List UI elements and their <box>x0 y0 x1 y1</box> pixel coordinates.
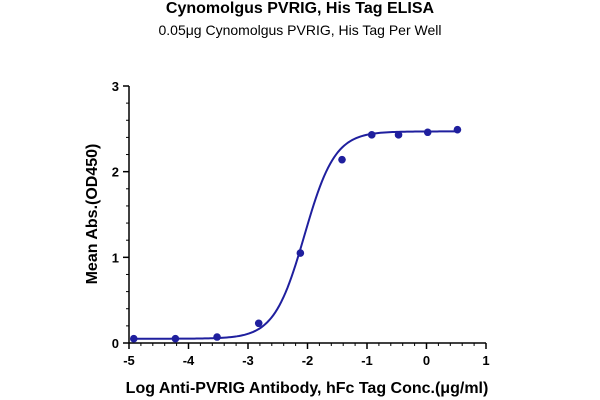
x-axis-title: Log Anti-PVRIG Antibody, hFc Tag Conc.(μ… <box>126 380 489 397</box>
x-tick-label: -1 <box>361 353 373 368</box>
y-tick-label: 2 <box>112 165 119 180</box>
x-tick-label: -3 <box>242 353 254 368</box>
data-point <box>453 125 462 134</box>
x-tick-label: -4 <box>183 353 195 368</box>
data-point <box>394 131 403 139</box>
chart-subtitle: 0.05μg Cynomolgus PVRIG, His Tag Per Wel… <box>158 22 442 38</box>
y-tick-label: 0 <box>112 336 119 351</box>
data-point <box>213 333 221 341</box>
data-point <box>367 131 376 139</box>
x-tick-label: 1 <box>482 353 489 368</box>
data-point <box>254 319 263 328</box>
data-point <box>129 334 138 343</box>
y-axis-title: Mean Abs.(OD450) <box>84 144 101 285</box>
chart-title: Cynomolgus PVRIG, His Tag ELISA <box>165 0 435 17</box>
fit-curve <box>133 130 458 340</box>
data-point <box>338 155 346 164</box>
x-tick-label: 0 <box>423 353 430 368</box>
data-point <box>171 334 180 343</box>
data-point <box>423 128 432 137</box>
y-tick-label: 1 <box>112 250 119 265</box>
data-point <box>296 249 305 257</box>
x-tick-label: -5 <box>123 353 135 368</box>
y-tick-label: 3 <box>112 79 119 94</box>
x-tick-label: -2 <box>302 353 314 368</box>
